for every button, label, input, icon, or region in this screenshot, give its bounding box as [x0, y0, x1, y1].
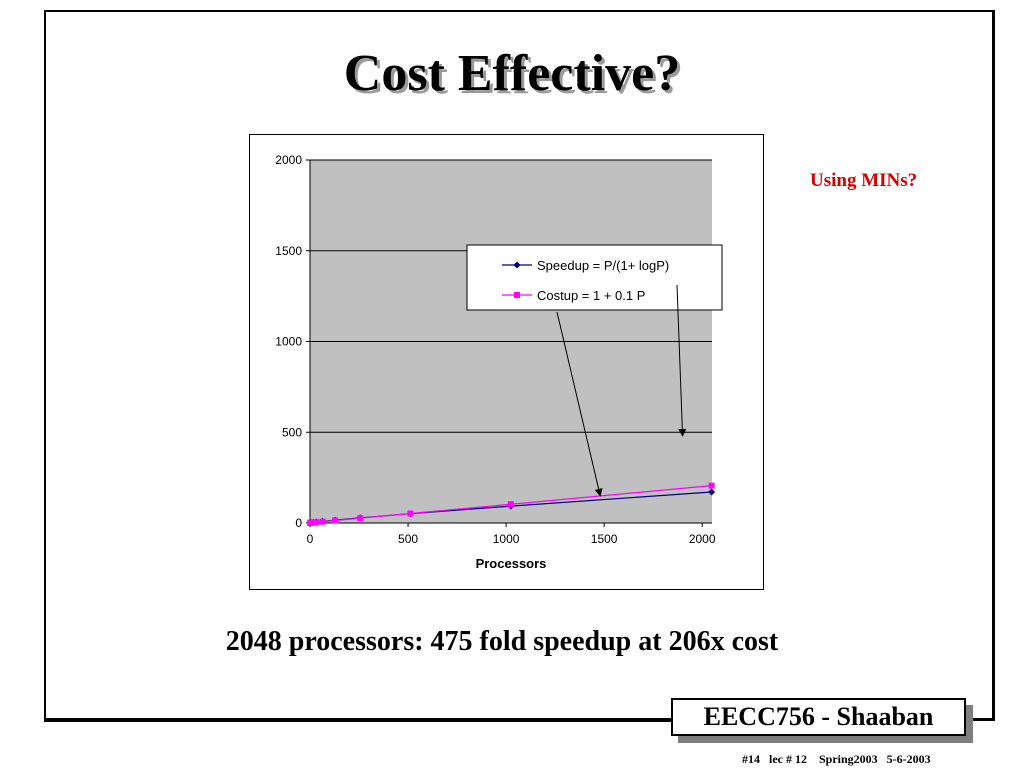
data-point — [708, 488, 716, 496]
footer-rule — [44, 719, 672, 722]
arrow-costup — [556, 311, 603, 497]
data-point — [357, 515, 364, 522]
x-axis-label: Processors — [476, 556, 547, 571]
data-point — [708, 482, 715, 489]
data-point — [313, 519, 320, 526]
data-point — [407, 510, 414, 517]
slide-title: Cost Effective? — [343, 45, 681, 102]
data-point — [310, 519, 317, 526]
chart-container: 0 500 1000 1500 2000 0 500 1000 1500 2000 Processo… — [249, 134, 764, 590]
legend-entry: Costup = 1 + 0.1 P — [537, 288, 645, 303]
arrow-speedup — [676, 284, 687, 437]
y-tick-label: 1000 — [275, 335, 302, 349]
legend-box — [466, 244, 723, 311]
legend-entry: Speedup = P/(1+ logP) — [537, 258, 669, 273]
legend-swatch-marker — [513, 261, 521, 269]
y-tick-label: 1500 — [275, 244, 302, 258]
data-point — [319, 518, 326, 525]
y-tick-label: 500 — [282, 425, 302, 439]
annotation-note: Using MINs? — [810, 170, 918, 191]
legend: Speedup = P/(1+ logP) Costup = 1 + 0.1 P — [466, 244, 723, 311]
slide-footer: #14 lec # 12 Spring2003 5-6-2003 — [742, 752, 931, 766]
x-tick-label: 1000 — [493, 532, 520, 546]
data-point — [507, 501, 514, 508]
x-tick-label: 2000 — [689, 532, 716, 546]
legend-swatch-marker — [514, 292, 520, 298]
x-tick-label: 500 — [398, 532, 418, 546]
y-tick-label: 0 — [295, 516, 302, 530]
data-point — [332, 517, 339, 524]
x-tick-label: 1500 — [591, 532, 618, 546]
y-tick-label: 2000 — [275, 153, 302, 167]
course-badge: EECC756 - Shaaban — [671, 698, 966, 736]
x-tick-label: 0 — [307, 532, 314, 546]
line-chart: 0 500 1000 1500 2000 0 500 1000 1500 2000 Processo… — [275, 153, 723, 571]
slide-caption: 2048 processors: 475 fold speedup at 206… — [225, 626, 779, 657]
